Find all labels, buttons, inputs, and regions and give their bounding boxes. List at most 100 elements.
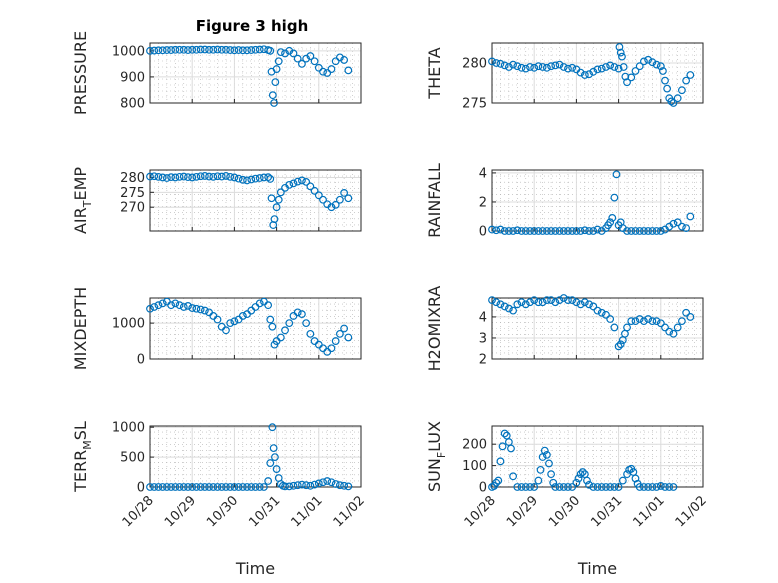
data-point: [251, 483, 260, 491]
data-point: [597, 64, 606, 73]
data-point: [606, 61, 615, 70]
data-point: [298, 59, 306, 68]
data-point: [289, 179, 298, 188]
y-tick-label: 275: [120, 186, 145, 201]
data-point: [555, 60, 564, 69]
data-point: [631, 67, 640, 75]
data-point: [271, 78, 280, 87]
data-point: [504, 227, 513, 235]
data-point: [196, 45, 205, 54]
data-point: [272, 203, 281, 212]
x-tick-label: 11/01: [289, 493, 326, 530]
data-point: [682, 308, 691, 317]
data-point: [267, 194, 276, 203]
data-point: [564, 227, 572, 235]
data-point: [619, 63, 628, 71]
y-tick-label: 800: [120, 97, 145, 112]
data-point: [682, 224, 691, 232]
data-point: [323, 477, 332, 485]
data-point: [540, 446, 549, 455]
data-point: [226, 319, 235, 328]
data-point: [648, 483, 657, 491]
data-point: [150, 172, 159, 181]
data-point: [200, 483, 209, 491]
data-point: [266, 46, 275, 55]
data-point: [585, 227, 593, 235]
data-point: [340, 481, 349, 490]
data-point: [667, 97, 676, 106]
data-point: [686, 71, 695, 79]
y-tick-label: 200: [462, 438, 487, 453]
data-point: [230, 483, 239, 491]
data-point: [602, 483, 610, 491]
data-point: [266, 315, 275, 324]
data-point: [162, 46, 171, 54]
data-point: [171, 483, 180, 491]
data-point: [492, 298, 501, 307]
data-point: [521, 227, 530, 235]
y-tick-label: 270: [120, 201, 145, 216]
data-point: [167, 301, 176, 310]
data-point: [327, 344, 336, 353]
data-point: [171, 45, 180, 54]
y-axis-label: THETA: [425, 47, 444, 99]
data-point: [547, 470, 555, 479]
data-point: [319, 195, 327, 204]
data-point: [327, 203, 336, 212]
data-point: [564, 64, 572, 73]
data-point: [268, 322, 277, 331]
data-point: [593, 225, 602, 234]
data-point: [661, 323, 669, 332]
data-point: [192, 172, 201, 181]
data-point: [513, 300, 522, 309]
data-point: [276, 48, 285, 57]
data-point: [606, 315, 615, 323]
x-tick-label: 10/31: [588, 493, 625, 530]
data-point: [146, 304, 154, 313]
data-point: [251, 303, 260, 311]
data-point: [602, 63, 610, 71]
data-point: [319, 478, 327, 487]
figure-title: Figure 3 high: [196, 17, 309, 35]
y-axis-label: H2OMIXRA: [425, 286, 444, 372]
data-point: [285, 319, 294, 328]
data-points: [488, 294, 695, 351]
data-point: [589, 302, 598, 311]
x-tick-label: 10/29: [504, 493, 541, 530]
data-point: [678, 317, 686, 326]
data-point: [673, 323, 682, 332]
data-point: [234, 315, 243, 324]
data-point: [276, 333, 285, 342]
data-point: [580, 298, 589, 307]
data-point: [652, 483, 661, 491]
x-tick-label: 11/02: [331, 493, 368, 530]
data-point: [260, 483, 268, 491]
axes-box: [491, 169, 704, 232]
subplot-theta: 275 280 THETA: [425, 42, 704, 112]
data-point: [608, 214, 617, 222]
data-point: [336, 481, 344, 490]
data-point: [154, 46, 163, 55]
data-point: [306, 182, 315, 191]
data-point: [230, 173, 239, 182]
data-point: [545, 459, 553, 468]
data-point: [526, 483, 534, 491]
data-point: [494, 476, 503, 485]
data-point: [640, 227, 648, 235]
data-point: [635, 315, 644, 323]
data-point: [517, 483, 526, 491]
data-point: [192, 304, 201, 313]
data-point: [542, 450, 551, 459]
data-point: [542, 63, 551, 72]
data-point: [310, 186, 319, 195]
y-axis-label: AIRTEMP: [71, 167, 94, 234]
data-point: [175, 301, 184, 310]
data-point: [146, 483, 154, 491]
data-point: [310, 337, 319, 345]
data-point: [547, 296, 555, 305]
data-point: [314, 479, 323, 488]
data-point: [281, 326, 289, 335]
data-point: [623, 323, 631, 332]
data-point: [644, 55, 653, 64]
data-point: [260, 297, 268, 306]
